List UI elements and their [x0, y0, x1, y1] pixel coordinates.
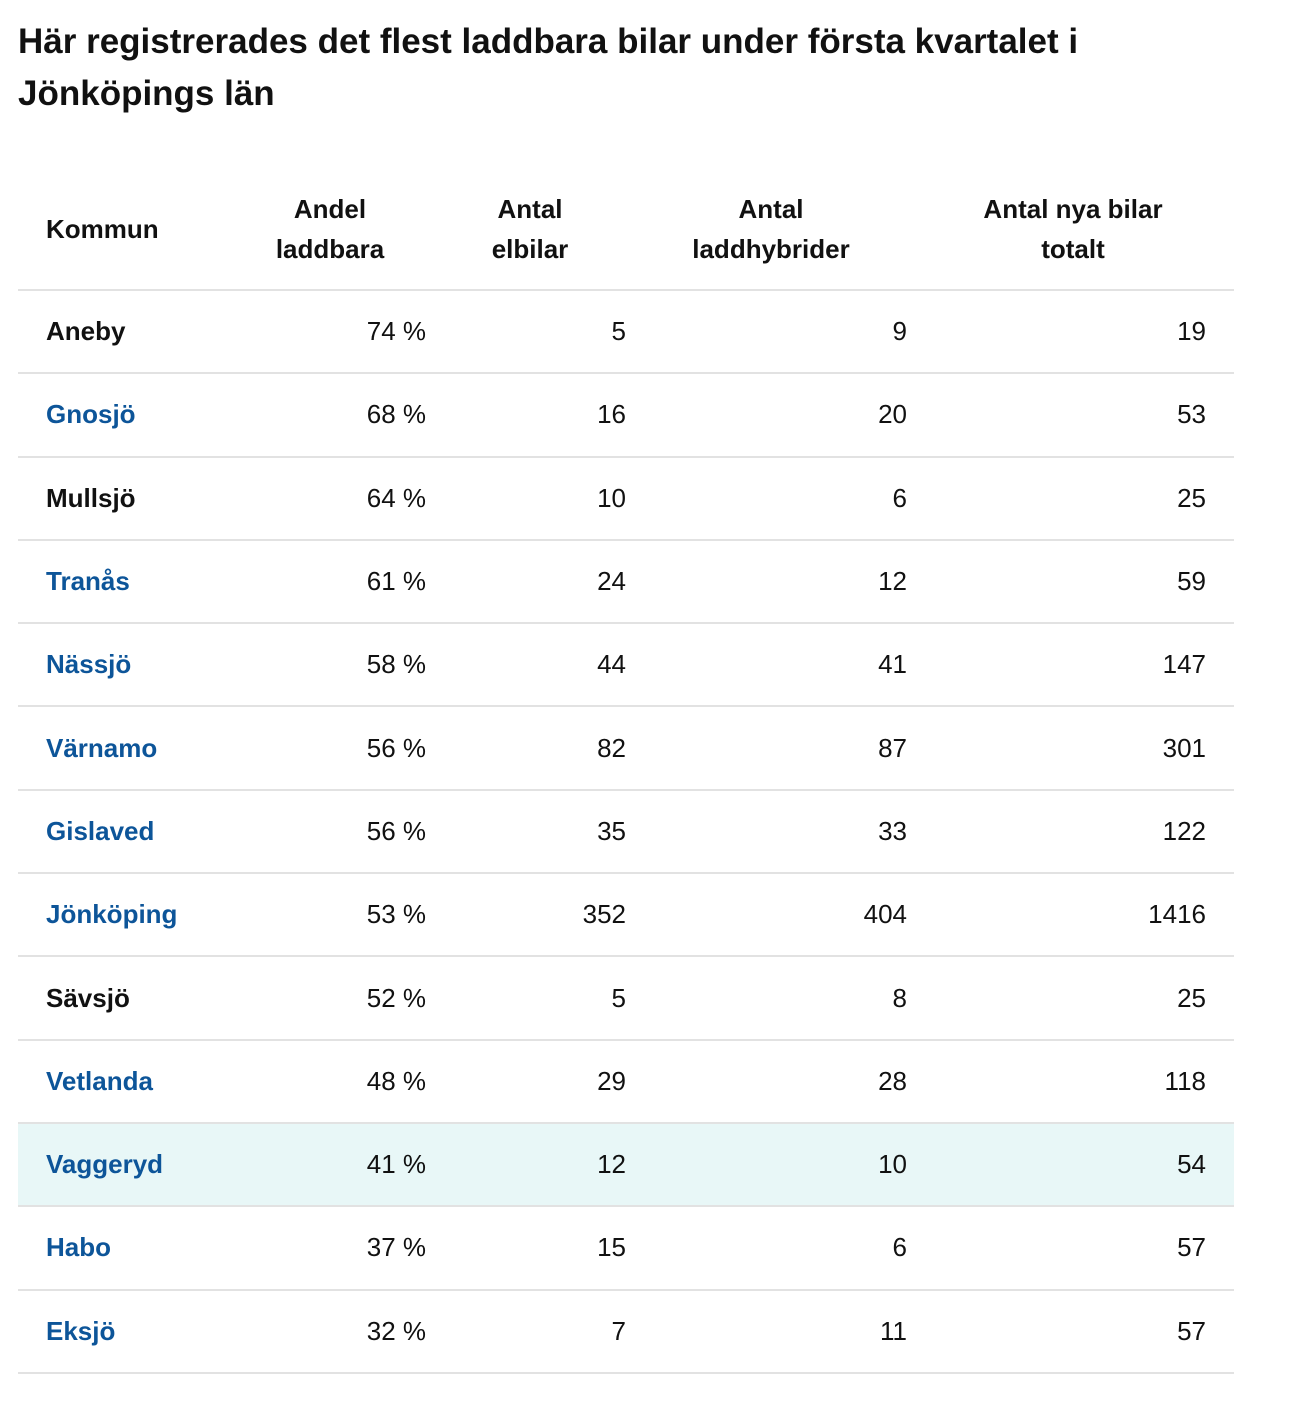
cell-andel-laddbara: 64 % — [366, 482, 426, 513]
cell-antal-elbilar: 16 — [597, 399, 626, 430]
cell-andel-laddbara: 74 % — [366, 316, 426, 347]
column-header-andel-laddbara: Andel laddbara — [230, 168, 430, 290]
table-row: Nässjö 58 % 44 41 147 — [18, 623, 1234, 706]
kommun-link[interactable]: Jönköping — [46, 899, 178, 930]
cell-kommun: Aneby — [46, 316, 126, 347]
column-header-label: totalt — [1041, 233, 1105, 264]
kommun-link[interactable]: Tranås — [46, 566, 130, 597]
table-row: Vaggeryd 41 % 12 10 54 — [18, 1122, 1234, 1207]
cell-antal-laddhybrider: 9 — [892, 316, 907, 347]
column-header-label: Antal — [497, 193, 563, 224]
cell-kommun: Sävsjö — [46, 982, 130, 1013]
cell-antal-nya-bilar-totalt: 1416 — [1148, 899, 1206, 930]
cell-antal-elbilar: 10 — [597, 482, 626, 513]
cell-antal-nya-bilar-totalt: 19 — [1177, 316, 1206, 347]
page-title: Här registrerades det flest laddbara bil… — [18, 22, 1079, 113]
column-header-label: Kommun — [46, 213, 159, 244]
cell-antal-nya-bilar-totalt: 54 — [1177, 1149, 1206, 1180]
cell-antal-elbilar: 12 — [597, 1149, 626, 1180]
cell-antal-laddhybrider: 41 — [878, 649, 907, 680]
cell-antal-elbilar: 29 — [597, 1065, 626, 1096]
column-header-kommun: Kommun — [18, 168, 230, 290]
column-header-antal-laddhybrider: Antal laddhybrider — [630, 168, 912, 290]
cell-antal-nya-bilar-totalt: 147 — [1162, 649, 1206, 680]
table-body: Aneby 74 % 5 9 19 Gnosjö 68 % 16 20 53 Mullsjö 64 %… — [18, 290, 1234, 1373]
cell-andel-laddbara: 52 % — [366, 982, 426, 1013]
cell-kommun: Mullsjö — [46, 482, 136, 513]
cell-antal-laddhybrider: 6 — [892, 482, 907, 513]
cell-antal-elbilar: 24 — [597, 566, 626, 597]
column-header-label: laddhybrider — [692, 233, 850, 264]
cell-antal-elbilar: 352 — [582, 899, 626, 930]
cell-antal-nya-bilar-totalt: 301 — [1162, 732, 1206, 763]
table-row: Gislaved 56 % 35 33 122 — [18, 789, 1234, 873]
cell-antal-nya-bilar-totalt: 25 — [1177, 482, 1206, 513]
cell-andel-laddbara: 48 % — [366, 1065, 426, 1096]
kommun-link[interactable]: Gnosjö — [46, 399, 136, 430]
column-header-label: laddbara — [275, 233, 385, 264]
kommun-link[interactable]: Eksjö — [46, 1315, 116, 1346]
kommun-link[interactable]: Gislaved — [46, 815, 155, 846]
table-row: Sävsjö 52 % 5 8 25 — [18, 956, 1234, 1039]
cell-antal-laddhybrider: 87 — [878, 732, 907, 763]
kommun-link[interactable]: Habo — [46, 1232, 111, 1263]
table-row: Vetlanda 48 % 29 28 118 — [18, 1039, 1234, 1123]
column-header-label: Andel — [293, 193, 367, 224]
cell-andel-laddbara: 61 % — [366, 566, 426, 597]
cell-antal-elbilar: 15 — [597, 1232, 626, 1263]
cell-antal-laddhybrider: 10 — [878, 1149, 907, 1180]
cell-andel-laddbara: 58 % — [366, 649, 426, 680]
cell-antal-nya-bilar-totalt: 53 — [1177, 399, 1206, 430]
column-header-antal-elbilar: Antal elbilar — [430, 168, 630, 290]
cell-antal-elbilar: 35 — [597, 815, 626, 846]
column-header-label: Antal — [738, 193, 804, 224]
table-header-row: Kommun Andel laddbara Antal elbilar Anta… — [18, 168, 1234, 290]
statistics-table: Kommun Andel laddbara Antal elbilar Anta… — [18, 168, 1234, 1374]
cell-andel-laddbara: 32 % — [366, 1315, 426, 1346]
cell-antal-laddhybrider: 28 — [878, 1065, 907, 1096]
cell-andel-laddbara: 41 % — [366, 1149, 426, 1180]
cell-antal-nya-bilar-totalt: 57 — [1177, 1232, 1206, 1263]
cell-andel-laddbara: 53 % — [366, 899, 426, 930]
table-row: Värnamo 56 % 82 87 301 — [18, 706, 1234, 789]
kommun-link[interactable]: Värnamo — [46, 732, 158, 763]
table-row: Gnosjö 68 % 16 20 53 — [18, 373, 1234, 456]
table-row: Tranås 61 % 24 12 59 — [18, 539, 1234, 623]
table-header: Kommun Andel laddbara Antal elbilar Anta… — [18, 168, 1234, 290]
cell-antal-laddhybrider: 11 — [880, 1315, 907, 1346]
cell-antal-laddhybrider: 6 — [892, 1232, 907, 1263]
cell-antal-laddhybrider: 8 — [892, 982, 907, 1013]
cell-antal-laddhybrider: 20 — [878, 399, 907, 430]
cell-andel-laddbara: 37 % — [366, 1232, 426, 1263]
cell-antal-nya-bilar-totalt: 57 — [1177, 1315, 1206, 1346]
table-row: Jönköping 53 % 352 404 1416 — [18, 873, 1234, 956]
kommun-link[interactable]: Nässjö — [46, 649, 132, 680]
column-header-label: elbilar — [491, 233, 569, 264]
cell-antal-laddhybrider: 12 — [878, 566, 907, 597]
table-row: Mullsjö 64 % 10 6 25 — [18, 456, 1234, 540]
cell-antal-laddhybrider: 33 — [878, 815, 907, 846]
cell-antal-elbilar: 82 — [597, 732, 626, 763]
kommun-link[interactable]: Vaggeryd — [46, 1149, 164, 1180]
cell-antal-nya-bilar-totalt: 25 — [1177, 982, 1206, 1013]
table-row: Habo 37 % 15 6 57 — [18, 1206, 1234, 1289]
table-row: Eksjö 32 % 7 11 57 — [18, 1289, 1234, 1373]
cell-antal-elbilar: 44 — [597, 649, 626, 680]
kommun-link[interactable]: Vetlanda — [46, 1065, 153, 1096]
cell-andel-laddbara: 68 % — [366, 399, 426, 430]
column-header-antal-nya-bilar-totalt: Antal nya bilar totalt — [912, 168, 1234, 290]
cell-antal-elbilar: 7 — [611, 1315, 626, 1346]
cell-antal-elbilar: 5 — [611, 316, 626, 347]
cell-antal-nya-bilar-totalt: 122 — [1162, 815, 1206, 846]
cell-andel-laddbara: 56 % — [366, 815, 426, 846]
cell-antal-nya-bilar-totalt: 118 — [1164, 1065, 1206, 1096]
table-row: Aneby 74 % 5 9 19 — [18, 290, 1234, 373]
column-header-label: Antal nya bilar — [983, 193, 1163, 224]
cell-antal-elbilar: 5 — [611, 982, 626, 1013]
cell-andel-laddbara: 56 % — [366, 732, 426, 763]
cell-antal-nya-bilar-totalt: 59 — [1177, 566, 1206, 597]
cell-antal-laddhybrider: 404 — [863, 899, 907, 930]
